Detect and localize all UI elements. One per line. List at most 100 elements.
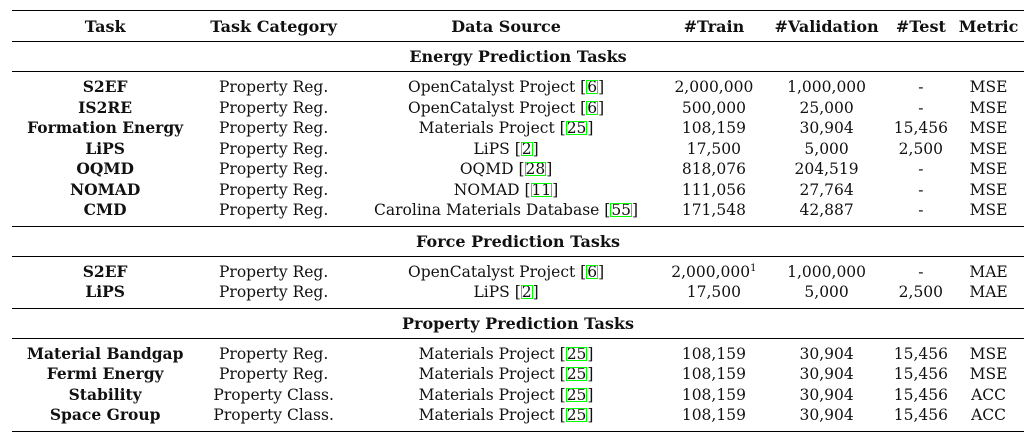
cell-metric: ACC bbox=[971, 406, 1007, 425]
cell-test: 2,500 bbox=[898, 283, 944, 302]
train-count: 500,000 bbox=[681, 98, 746, 117]
cell-metric: MSE bbox=[969, 344, 1008, 363]
train-count: 108,159 bbox=[681, 365, 746, 384]
cell-category: Property Class. bbox=[213, 385, 334, 404]
cell-category: Property Class. bbox=[213, 406, 334, 425]
cell-task: NOMAD bbox=[69, 179, 141, 199]
cell-train: 111,056 bbox=[663, 180, 764, 201]
citation-link[interactable]: 2 bbox=[520, 283, 533, 302]
col-header-train: #Train bbox=[683, 16, 745, 36]
cell-test: - bbox=[918, 160, 924, 179]
train-count: 111,056 bbox=[681, 180, 746, 199]
task-table: Task Task Category Data Source #Train #V… bbox=[12, 10, 1024, 432]
source-name: Materials Project bbox=[418, 365, 555, 384]
citation-link[interactable]: 2 bbox=[520, 139, 533, 158]
cell-test: - bbox=[918, 78, 924, 97]
cell-category: Property Reg. bbox=[218, 98, 329, 117]
section-header: Property Prediction Tasks bbox=[12, 308, 1024, 338]
citation-link[interactable]: 6 bbox=[586, 78, 599, 97]
cell-task: Material Bandgap bbox=[26, 343, 184, 363]
cell-validation: 30,904 bbox=[799, 344, 854, 363]
cell-category: Property Reg. bbox=[218, 365, 329, 384]
cell-category: Property Reg. bbox=[218, 78, 329, 97]
cell-train: 108,159 bbox=[663, 385, 764, 406]
cell-train: 2,000,000 bbox=[663, 72, 764, 98]
cell-category: Property Reg. bbox=[218, 160, 329, 179]
cell-category: Property Reg. bbox=[218, 201, 329, 220]
cell-metric: MSE bbox=[969, 160, 1008, 179]
source-name: OpenCatalyst Project bbox=[407, 78, 576, 97]
header-row: Task Task Category Data Source #Train #V… bbox=[12, 10, 1024, 42]
cell-metric: MSE bbox=[969, 201, 1008, 220]
section-title: Energy Prediction Tasks bbox=[409, 47, 627, 66]
table-row: LiPS Property Reg. LiPS [2] 17,500 5,000 2,50… bbox=[12, 139, 1024, 160]
source-name: OpenCatalyst Project bbox=[407, 98, 576, 117]
cell-task: OQMD bbox=[76, 159, 134, 179]
cell-category: Property Reg. bbox=[218, 283, 329, 302]
cell-metric: MSE bbox=[969, 98, 1008, 117]
cell-category: Property Reg. bbox=[218, 344, 329, 363]
cell-source: Materials Project [25] bbox=[418, 365, 594, 384]
cell-test: 15,456 bbox=[893, 119, 948, 138]
section-title: Force Prediction Tasks bbox=[416, 231, 620, 251]
citation-link[interactable]: 25 bbox=[565, 365, 588, 384]
cell-metric: MSE bbox=[969, 119, 1008, 138]
table-body: Energy Prediction Tasks S2EF Property Reg.… bbox=[12, 41, 1024, 431]
cell-task: S2EF bbox=[82, 77, 128, 97]
section-header: Energy Prediction Tasks bbox=[12, 41, 1024, 72]
cell-task: IS2RE bbox=[78, 97, 133, 117]
cell-source: Materials Project [25] bbox=[418, 385, 594, 404]
cell-train: 108,159 bbox=[663, 364, 764, 385]
train-count: 2,000,000 bbox=[671, 262, 751, 281]
train-count: 108,159 bbox=[681, 119, 746, 138]
footnote-marker: 1 bbox=[750, 262, 757, 274]
citation-link[interactable]: 55 bbox=[610, 201, 633, 220]
cell-source: OQMD [28] bbox=[459, 160, 553, 179]
train-count: 108,159 bbox=[681, 344, 746, 363]
cell-validation: 5,000 bbox=[804, 139, 849, 158]
table-row: Space Group Property Class. Materials Proj… bbox=[12, 405, 1024, 431]
cell-validation: 30,904 bbox=[799, 385, 854, 404]
source-name: Materials Project bbox=[418, 344, 555, 363]
train-count: 17,500 bbox=[686, 283, 742, 302]
citation-link[interactable]: 28 bbox=[524, 160, 547, 179]
citation-link[interactable]: 25 bbox=[565, 119, 588, 138]
cell-validation: 25,000 bbox=[799, 98, 854, 117]
citation-link[interactable]: 11 bbox=[530, 180, 553, 199]
table-row: Fermi Energy Property Reg. Materials Proje… bbox=[12, 364, 1024, 385]
cell-validation: 30,904 bbox=[799, 119, 854, 138]
table-row: Stability Property Class. Materials Projec… bbox=[12, 385, 1024, 406]
citation-link[interactable]: 25 bbox=[565, 385, 588, 404]
cell-category: Property Reg. bbox=[218, 180, 329, 199]
table-row: NOMAD Property Reg. NOMAD [11] 111,056 27,76… bbox=[12, 180, 1024, 201]
citation-link[interactable]: 6 bbox=[586, 98, 599, 117]
cell-train: 108,159 bbox=[663, 405, 764, 431]
citation-link[interactable]: 6 bbox=[586, 262, 599, 281]
cell-test: 15,456 bbox=[893, 365, 948, 384]
cell-task: Fermi Energy bbox=[46, 364, 164, 384]
cell-train: 17,500 bbox=[663, 282, 764, 308]
cell-metric: MAE bbox=[969, 262, 1008, 281]
train-count: 108,159 bbox=[681, 385, 746, 404]
cell-metric: MSE bbox=[969, 180, 1008, 199]
source-name: OQMD bbox=[459, 160, 514, 179]
table-row: LiPS Property Reg. LiPS [2] 17,500 5,000 2,50… bbox=[12, 282, 1024, 308]
cell-task: LiPS bbox=[85, 282, 125, 302]
cell-category: Property Reg. bbox=[218, 262, 329, 281]
cell-task: Formation Energy bbox=[27, 118, 184, 138]
cell-metric: MAE bbox=[969, 283, 1008, 302]
cell-task: LiPS bbox=[85, 138, 125, 158]
citation-link[interactable]: 25 bbox=[565, 344, 588, 363]
train-count: 2,000,000 bbox=[674, 78, 754, 97]
col-header-test: #Test bbox=[895, 16, 946, 36]
cell-source: Carolina Materials Database [55] bbox=[374, 201, 639, 220]
cell-train: 818,076 bbox=[663, 159, 764, 180]
source-name: Carolina Materials Database bbox=[374, 201, 600, 220]
source-name: Materials Project bbox=[418, 406, 555, 425]
cell-task: CMD bbox=[83, 200, 127, 220]
cell-validation: 204,519 bbox=[794, 160, 859, 179]
source-name: OpenCatalyst Project bbox=[407, 262, 576, 281]
cell-source: LiPS [2] bbox=[473, 283, 539, 302]
citation-link[interactable]: 25 bbox=[565, 406, 588, 425]
cell-test: - bbox=[918, 262, 924, 281]
